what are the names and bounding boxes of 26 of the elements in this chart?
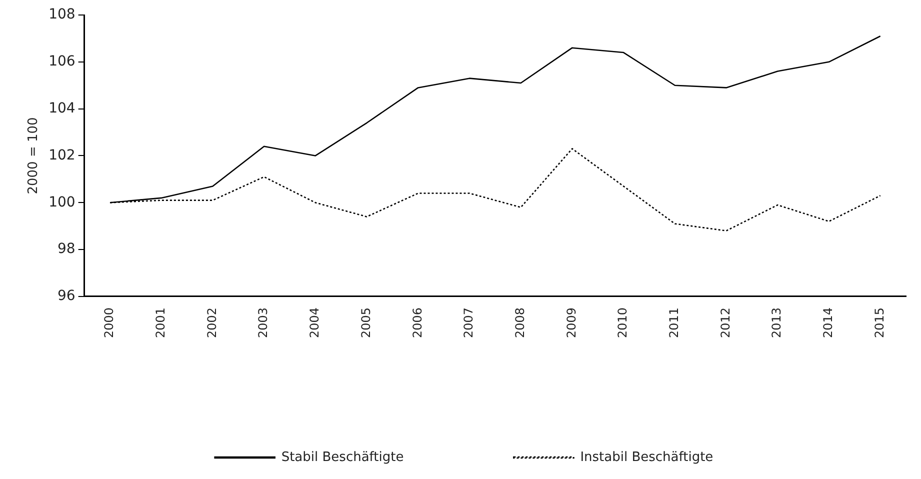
y-tick-label: 108 — [48, 6, 76, 23]
y-tick-label: 102 — [48, 147, 76, 164]
y-axis-title: 2000 = 100 — [26, 117, 42, 194]
legend-label: Instabil Beschäftigte — [580, 450, 714, 465]
x-tick-label: 2000 — [102, 307, 116, 338]
x-tick-label: 2001 — [153, 307, 168, 338]
x-tick-label: 2008 — [512, 307, 527, 338]
y-tick-label: 106 — [48, 54, 76, 70]
x-tick-label: 2004 — [308, 307, 322, 338]
y-tick-label: 104 — [48, 100, 76, 116]
x-tick-label: 2009 — [564, 307, 578, 338]
x-tick-label: 2003 — [256, 307, 270, 338]
legend-label: Stabil Beschäftigte — [281, 450, 404, 465]
x-tick-label: 2010 — [616, 307, 630, 338]
x-tick-label: 2005 — [358, 307, 373, 338]
y-tick-label: 98 — [57, 241, 76, 258]
x-tick-label: 2007 — [462, 307, 476, 338]
x-tick-label: 2012 — [718, 307, 732, 338]
y-tick-label: 96 — [57, 288, 76, 304]
x-tick-label: 2014 — [821, 307, 836, 338]
x-tick-label: 2015 — [872, 307, 886, 338]
x-tick-label: 2011 — [667, 307, 682, 338]
x-tick-label: 2002 — [204, 307, 219, 338]
x-tick-label: 2006 — [410, 307, 424, 338]
x-tick-label: 2013 — [770, 307, 784, 338]
y-tick-label: 100 — [48, 194, 76, 210]
